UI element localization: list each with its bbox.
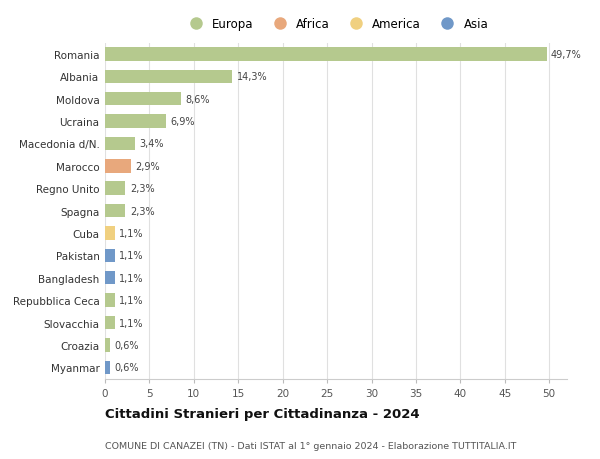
Text: 1,1%: 1,1% <box>119 296 144 306</box>
Text: 2,9%: 2,9% <box>135 162 160 172</box>
Text: 8,6%: 8,6% <box>186 95 211 105</box>
Text: 14,3%: 14,3% <box>236 72 267 82</box>
Text: 0,6%: 0,6% <box>115 363 139 373</box>
Bar <box>105 137 135 151</box>
Bar <box>105 361 110 374</box>
Bar <box>105 48 547 62</box>
Bar <box>105 271 115 285</box>
Bar <box>105 294 115 307</box>
Bar <box>105 227 115 240</box>
Text: 2,3%: 2,3% <box>130 206 155 216</box>
Bar <box>105 249 115 263</box>
Bar <box>105 93 181 106</box>
Text: 6,9%: 6,9% <box>171 117 195 127</box>
Bar <box>105 115 166 129</box>
Bar <box>105 316 115 330</box>
Text: 3,4%: 3,4% <box>140 139 164 149</box>
Text: COMUNE DI CANAZEI (TN) - Dati ISTAT al 1° gennaio 2024 - Elaborazione TUTTITALIA: COMUNE DI CANAZEI (TN) - Dati ISTAT al 1… <box>105 441 517 450</box>
Text: 1,1%: 1,1% <box>119 251 144 261</box>
Text: 2,3%: 2,3% <box>130 184 155 194</box>
Text: Cittadini Stranieri per Cittadinanza - 2024: Cittadini Stranieri per Cittadinanza - 2… <box>105 407 419 420</box>
Text: 1,1%: 1,1% <box>119 318 144 328</box>
Bar <box>105 338 110 352</box>
Bar <box>105 70 232 84</box>
Bar <box>105 160 131 173</box>
Text: 1,1%: 1,1% <box>119 229 144 239</box>
Bar <box>105 204 125 218</box>
Bar <box>105 182 125 196</box>
Text: 0,6%: 0,6% <box>115 340 139 350</box>
Legend: Europa, Africa, America, Asia: Europa, Africa, America, Asia <box>184 18 488 31</box>
Text: 1,1%: 1,1% <box>119 273 144 283</box>
Text: 49,7%: 49,7% <box>551 50 582 60</box>
